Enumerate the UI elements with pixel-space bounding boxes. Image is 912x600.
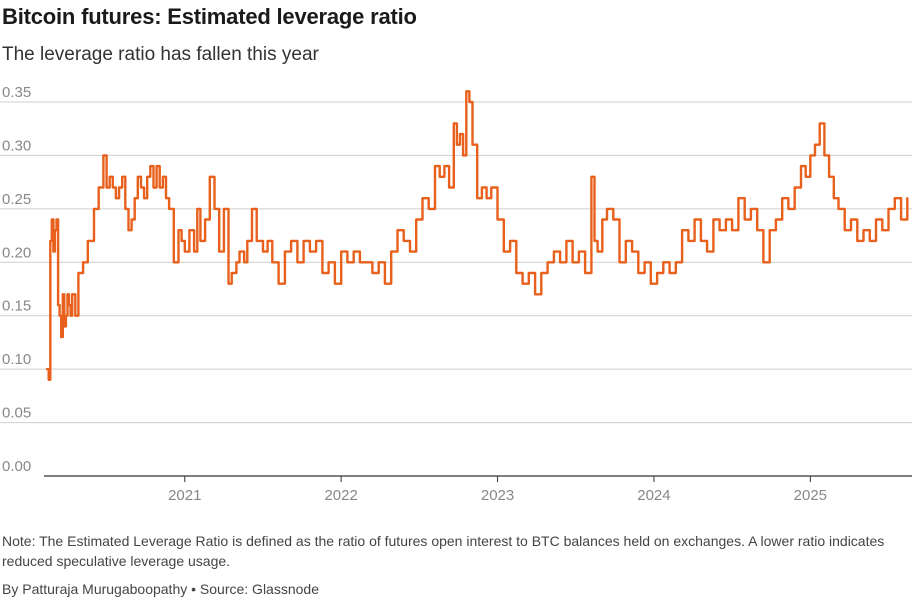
y-tick-label: 0.30 bbox=[2, 137, 31, 154]
y-tick-label: 0.15 bbox=[2, 298, 31, 315]
x-axis: 2021 2022 2023 2024 2025 bbox=[44, 475, 912, 500]
series-line-leverage-ratio bbox=[45, 90, 909, 381]
y-tick-label: 0.00 bbox=[2, 458, 31, 475]
source: Source: Glassnode bbox=[199, 581, 319, 597]
series-layer bbox=[45, 90, 909, 381]
x-tick-label: 2021 bbox=[168, 487, 201, 500]
x-tick-label: 2025 bbox=[794, 487, 827, 500]
y-tick-label: 0.10 bbox=[2, 351, 31, 368]
separator-dot: • bbox=[191, 581, 197, 597]
chart-subtitle: The leverage ratio has fallen this year bbox=[2, 44, 319, 65]
chart-title: Bitcoin futures: Estimated leverage rati… bbox=[2, 4, 417, 29]
x-tick-label: 2023 bbox=[481, 487, 514, 500]
y-axis-labels: 0.00 0.05 0.10 0.15 0.20 0.25 0.30 0.35 bbox=[2, 84, 31, 475]
y-tick-label: 0.35 bbox=[2, 84, 31, 101]
y-tick-label: 0.25 bbox=[2, 191, 31, 208]
x-tick-label: 2022 bbox=[324, 487, 357, 500]
y-tick-label: 0.20 bbox=[2, 244, 31, 261]
chart-note: Note: The Estimated Leverage Ratio is de… bbox=[2, 533, 885, 569]
byline: By Patturaja Murugaboopathy • Source: Gl… bbox=[2, 581, 319, 597]
line-chart: 0.000.050.100.150.200.250.300.35 2021 202… bbox=[0, 84, 912, 500]
x-tick-label: 2024 bbox=[637, 487, 670, 500]
y-tick-label: 0.05 bbox=[2, 405, 31, 422]
gridlines bbox=[0, 101, 912, 424]
author: By Patturaja Murugaboopathy bbox=[2, 581, 188, 597]
